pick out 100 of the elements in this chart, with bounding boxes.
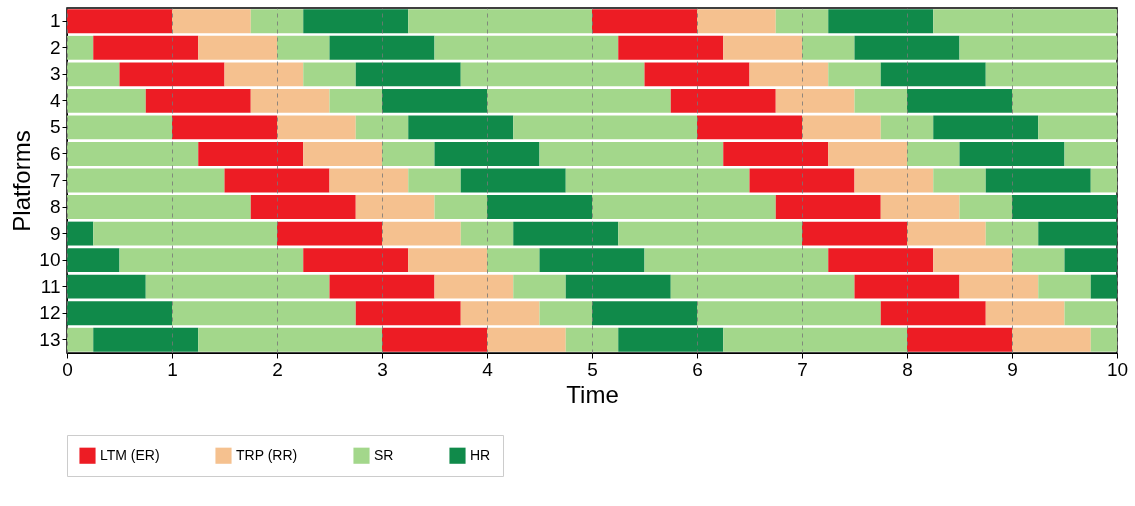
bar [119, 248, 304, 273]
bar [277, 35, 330, 60]
bar [93, 35, 199, 60]
bar [250, 88, 330, 113]
bar [408, 115, 514, 140]
bar [828, 248, 934, 273]
bar [303, 248, 409, 273]
bar [1038, 221, 1117, 246]
bar [119, 62, 225, 87]
x-tick-label: 6 [692, 358, 703, 380]
bar [434, 142, 540, 166]
bar [172, 9, 251, 34]
bar [513, 221, 619, 246]
bar [67, 195, 251, 219]
bar [434, 274, 514, 299]
bar [802, 221, 907, 246]
bar [854, 168, 934, 193]
bar [539, 301, 592, 326]
bar [592, 195, 776, 219]
bar [933, 168, 986, 193]
bar [644, 248, 829, 273]
bar [723, 35, 802, 60]
bar [355, 195, 435, 219]
x-tick-label: 1 [167, 358, 178, 380]
bar [749, 62, 829, 87]
bar [67, 115, 172, 140]
bar [224, 62, 304, 87]
bar [907, 142, 960, 166]
bar [985, 62, 1117, 87]
bar [382, 327, 487, 352]
bar [329, 35, 435, 60]
bar [959, 142, 1065, 166]
bar [408, 168, 461, 193]
bar [382, 88, 487, 113]
bar [198, 327, 382, 352]
bar [172, 301, 356, 326]
bar [697, 301, 881, 326]
bar [408, 248, 487, 273]
bar [933, 248, 1012, 273]
y-tick-label: 2 [49, 36, 61, 58]
bar [67, 35, 94, 60]
bar [198, 35, 277, 60]
bar [460, 62, 645, 87]
y-tick-label: 3 [49, 63, 61, 85]
bar [775, 195, 881, 219]
legend-label: TRP (RR) [236, 446, 298, 463]
bar [355, 301, 461, 326]
bar [828, 62, 881, 87]
bar [250, 9, 304, 34]
bar [67, 9, 172, 34]
bar [382, 221, 461, 246]
bar [775, 88, 855, 113]
bar [1064, 301, 1117, 326]
bar [67, 168, 225, 193]
x-tick-label: 7 [797, 358, 808, 380]
bar [67, 274, 146, 299]
bar [802, 115, 881, 140]
bar [670, 88, 776, 113]
x-tick-label: 8 [902, 358, 913, 380]
bar [723, 142, 829, 166]
bar [172, 115, 277, 140]
x-tick-label: 0 [62, 358, 73, 380]
bar [749, 168, 855, 193]
legend-label: LTM (ER) [100, 446, 160, 463]
bar [1012, 88, 1117, 113]
bar [67, 62, 120, 87]
x-tick-label: 4 [482, 358, 494, 380]
y-tick-label: 13 [39, 328, 61, 350]
x-tick-label: 10 [1106, 358, 1129, 380]
bar [355, 62, 461, 87]
x-tick-label: 5 [587, 358, 598, 380]
legend-label: SR [374, 446, 394, 463]
bar [1090, 327, 1117, 352]
y-axis-title: Platforms [8, 130, 36, 232]
bar [67, 88, 146, 113]
bar [487, 88, 671, 113]
bar [959, 274, 1039, 299]
bar [697, 115, 802, 140]
bar [460, 301, 540, 326]
bar [1012, 248, 1065, 273]
y-tick-label: 6 [49, 142, 61, 164]
bar [329, 168, 409, 193]
y-tick-label: 1 [49, 10, 61, 32]
bar [880, 62, 986, 87]
bar [539, 248, 645, 273]
bar [539, 142, 724, 166]
bar [985, 221, 1039, 246]
bar [145, 88, 251, 113]
bar [303, 142, 382, 166]
bar [513, 274, 566, 299]
bar [723, 327, 907, 352]
bar [828, 9, 934, 34]
bar [382, 142, 435, 166]
bar [697, 9, 776, 34]
bar [565, 327, 619, 352]
bar [487, 195, 592, 219]
y-tick-label: 10 [39, 249, 61, 271]
y-tick-label: 11 [40, 275, 61, 297]
x-axis-title: Time [566, 380, 619, 408]
bar [93, 221, 277, 246]
